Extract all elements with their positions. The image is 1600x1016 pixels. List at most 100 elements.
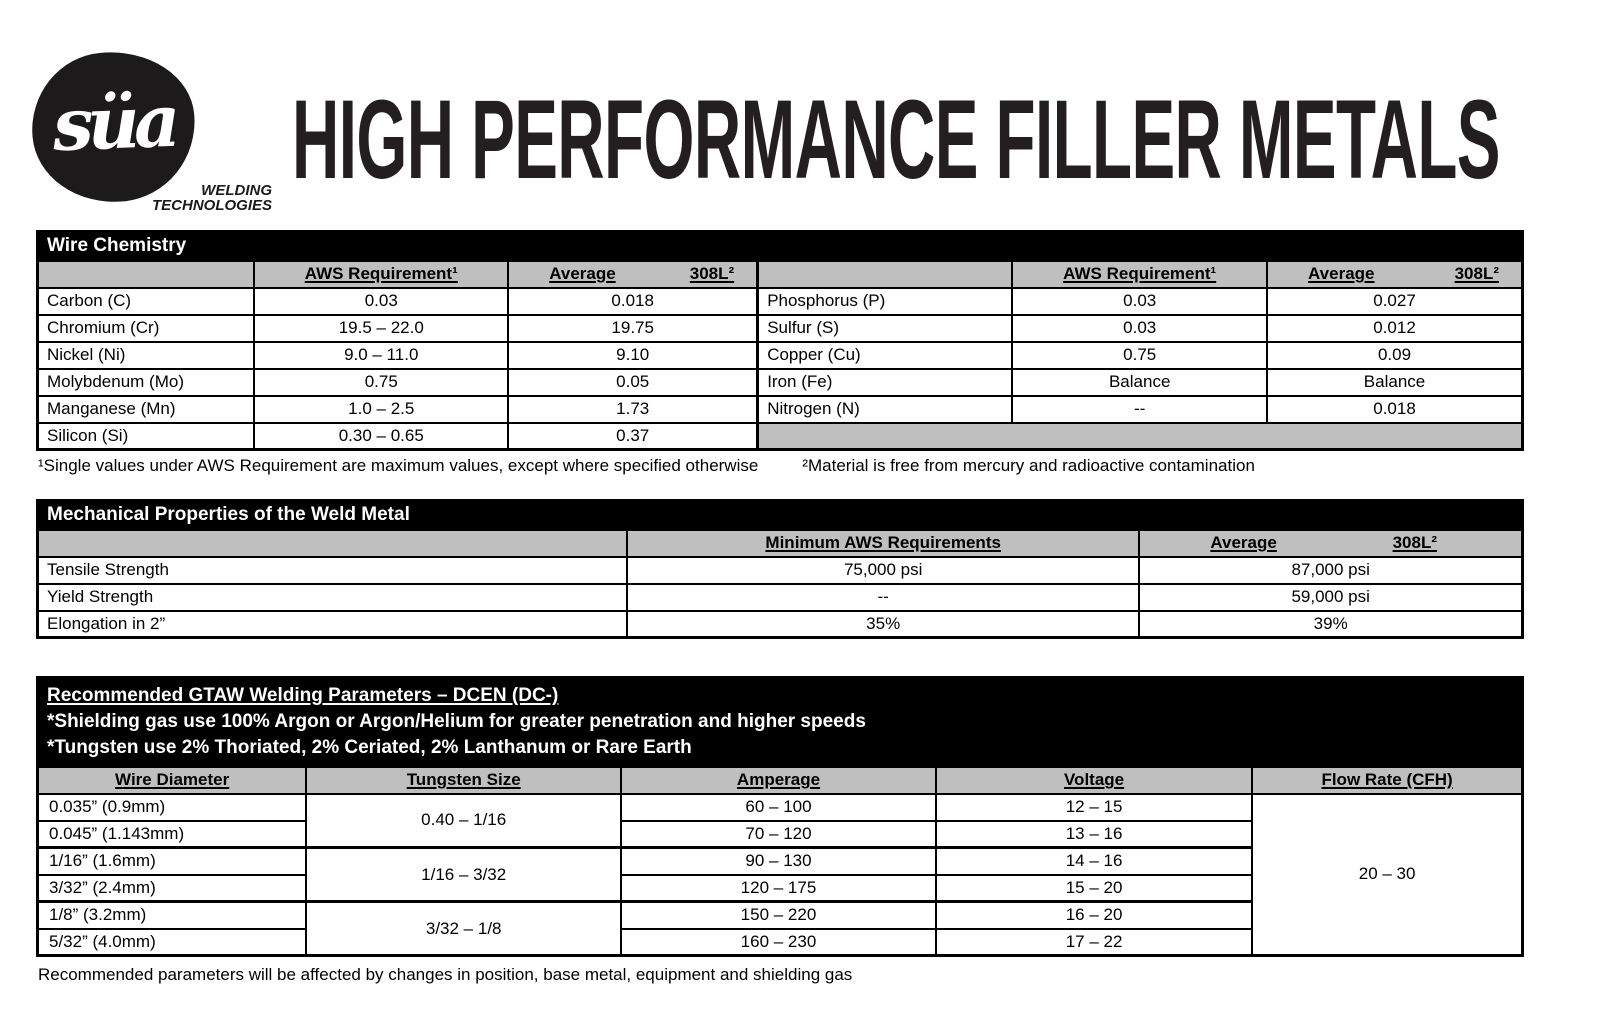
element-cell: Iron (Fe)	[756, 367, 1014, 397]
aws-value-cell: 1.0 – 2.5	[253, 394, 510, 424]
empty-header-cell	[36, 528, 629, 558]
logo-subtitle-line2: TECHNOLOGIES	[151, 197, 272, 214]
aws-value-cell: 0.03	[253, 286, 510, 316]
wire-chemistry-section-header: Wire Chemistry	[36, 230, 1524, 262]
wire-diameter-cell: 5/32” (4.0mm)	[36, 927, 308, 957]
page-title: HIGH PERFORMANCE FILLER METALS	[292, 77, 1500, 202]
column-header-average-label: Average	[549, 264, 616, 284]
column-header-wire-diameter-label: Wire Diameter	[115, 770, 230, 790]
amperage-cell: 70 – 120	[620, 819, 937, 849]
tungsten-size-cell: 1/16 – 3/32	[305, 846, 623, 903]
table-row: Minimum AWS Requirements Average 308L²	[36, 528, 1524, 558]
column-header-min-aws: Minimum AWS Requirements	[626, 528, 1141, 558]
aws-value-cell: 9.0 – 11.0	[253, 340, 510, 370]
element-cell: Carbon (C)	[36, 286, 256, 316]
table-row: Elongation in 2” 35% 39%	[36, 609, 1524, 639]
column-header-aws-label: AWS Requirement¹	[1063, 264, 1217, 284]
table-row: Wire Diameter Tungsten Size Amperage Vol…	[36, 765, 1524, 795]
aws-value-cell: 0.75	[253, 367, 510, 397]
column-header-aws: AWS Requirement¹	[253, 259, 510, 289]
column-header-flow-rate: Flow Rate (CFH)	[1251, 765, 1524, 795]
column-header-average-label: Average	[1308, 264, 1375, 284]
table-row: 0.035” (0.9mm) 0.40 – 1/16 60 – 100 12 –…	[36, 792, 1524, 957]
gtaw-section-header: Recommended GTAW Welding Parameters – DC…	[36, 676, 1524, 768]
voltage-cell: 14 – 16	[934, 846, 1254, 876]
content-area: Wire Chemistry AWS Requirement¹ Average …	[36, 230, 1524, 985]
gtaw-shielding-gas-note: *Shielding gas use 100% Argon or Argon/H…	[47, 711, 866, 732]
table-row: Molybdenum (Mo) 0.75 0.05 Iron (Fe) Bala…	[36, 367, 1524, 397]
average-value-cell: 87,000 psi	[1138, 555, 1524, 585]
table-row: 0.045” (1.143mm) 70 – 120 13 – 16	[36, 819, 1523, 849]
table-row: Chromium (Cr) 19.5 – 22.0 19.75 Sulfur (…	[36, 313, 1524, 343]
element-cell: Manganese (Mn)	[36, 394, 256, 424]
gtaw-footer-note: Recommended parameters will be affected …	[38, 965, 853, 984]
mechanical-section-header: Mechanical Properties of the Weld Metal	[36, 499, 1524, 531]
column-header-min-aws-label: Minimum AWS Requirements	[765, 533, 1001, 553]
average-value-cell: 0.05	[507, 367, 759, 397]
wire-diameter-cell: 1/8” (3.2mm)	[36, 900, 308, 930]
column-header-aws-label: AWS Requirement¹	[304, 264, 458, 284]
element-cell: Nitrogen (N)	[756, 394, 1014, 424]
property-cell: Tensile Strength	[36, 555, 629, 585]
mechanical-properties-table: Mechanical Properties of the Weld Metal …	[36, 499, 1524, 639]
table-row: Wire Chemistry	[36, 230, 1524, 262]
aws-value-cell: 0.03	[1011, 313, 1269, 343]
column-header-average: Average 308L²	[507, 259, 759, 289]
column-header-tungsten-size-label: Tungsten Size	[406, 770, 521, 790]
wire-chemistry-footnotes: ¹Single values under AWS Requirement are…	[36, 451, 1524, 477]
min-aws-value-cell: 35%	[626, 609, 1141, 639]
wire-chemistry-table: Wire Chemistry AWS Requirement¹ Average …	[36, 230, 1524, 451]
tungsten-size-cell: 0.40 – 1/16	[305, 792, 623, 849]
voltage-cell: 13 – 16	[934, 819, 1254, 849]
average-value-cell: 0.012	[1266, 313, 1524, 343]
aws-value-cell: --	[1011, 394, 1269, 424]
property-cell: Yield Strength	[36, 582, 629, 612]
voltage-cell: 12 – 15	[934, 792, 1254, 822]
table-row: 1/16” (1.6mm) 1/16 – 3/32 90 – 130 14 – …	[36, 846, 1523, 903]
voltage-cell: 15 – 20	[934, 873, 1254, 903]
average-value-cell: 0.09	[1266, 340, 1524, 370]
column-header-wire-diameter: Wire Diameter	[36, 765, 308, 795]
average-value-cell: 0.027	[1266, 286, 1524, 316]
wire-diameter-cell: 0.035” (0.9mm)	[36, 792, 308, 822]
column-header-average-label: Average	[1210, 533, 1277, 553]
empty-header-cell	[36, 259, 256, 289]
gtaw-tungsten-note: *Tungsten use 2% Thoriated, 2% Ceriated,…	[47, 737, 692, 758]
average-value-cell: 39%	[1138, 609, 1524, 639]
property-cell: Elongation in 2”	[36, 609, 629, 639]
column-header-voltage: Voltage	[934, 765, 1254, 795]
column-header-308l-label: 308L²	[1392, 533, 1437, 553]
element-cell: Sulfur (S)	[756, 313, 1014, 343]
amperage-cell: 60 – 100	[620, 792, 937, 822]
voltage-cell: 16 – 20	[934, 900, 1254, 930]
amperage-cell: 150 – 220	[620, 900, 937, 930]
average-value-cell: 0.37	[507, 421, 759, 451]
column-header-amperage-label: Amperage	[736, 770, 821, 790]
average-value-cell: 9.10	[507, 340, 759, 370]
logo-subtitle: WELDING TECHNOLOGIES	[140, 183, 272, 213]
column-header-flow-rate-label: Flow Rate (CFH)	[1321, 770, 1453, 790]
aws-value-cell: 19.5 – 22.0	[253, 313, 510, 343]
tungsten-size-cell: 3/32 – 1/8	[305, 900, 623, 957]
element-cell: Silicon (Si)	[36, 421, 256, 451]
average-value-cell: 0.018	[1266, 394, 1524, 424]
element-cell: Chromium (Cr)	[36, 313, 256, 343]
column-header-average: Average 308L²	[1266, 259, 1524, 289]
gtaw-title: Recommended GTAW Welding Parameters – DC…	[47, 685, 559, 706]
amperage-cell: 90 – 130	[620, 846, 937, 876]
logo-subtitle-line1: WELDING	[201, 182, 272, 199]
average-value-cell: 0.018	[507, 286, 759, 316]
column-header-tungsten-size: Tungsten Size	[305, 765, 623, 795]
column-header-aws: AWS Requirement¹	[1011, 259, 1269, 289]
element-cell: Copper (Cu)	[756, 340, 1014, 370]
table-row: Nickel (Ni) 9.0 – 11.0 9.10 Copper (Cu) …	[36, 340, 1524, 370]
empty-header-cell	[756, 259, 1014, 289]
element-cell: Nickel (Ni)	[36, 340, 256, 370]
sua-logo-text: süa	[51, 77, 176, 167]
table-row: AWS Requirement¹ Average 308L² AWS Requi…	[36, 259, 1524, 289]
flow-rate-cell: 20 – 30	[1251, 792, 1524, 957]
aws-value-cell: 0.30 – 0.65	[253, 421, 510, 451]
table-row: Manganese (Mn) 1.0 – 2.5 1.73 Nitrogen (…	[36, 394, 1524, 424]
amperage-cell: 160 – 230	[620, 927, 937, 957]
